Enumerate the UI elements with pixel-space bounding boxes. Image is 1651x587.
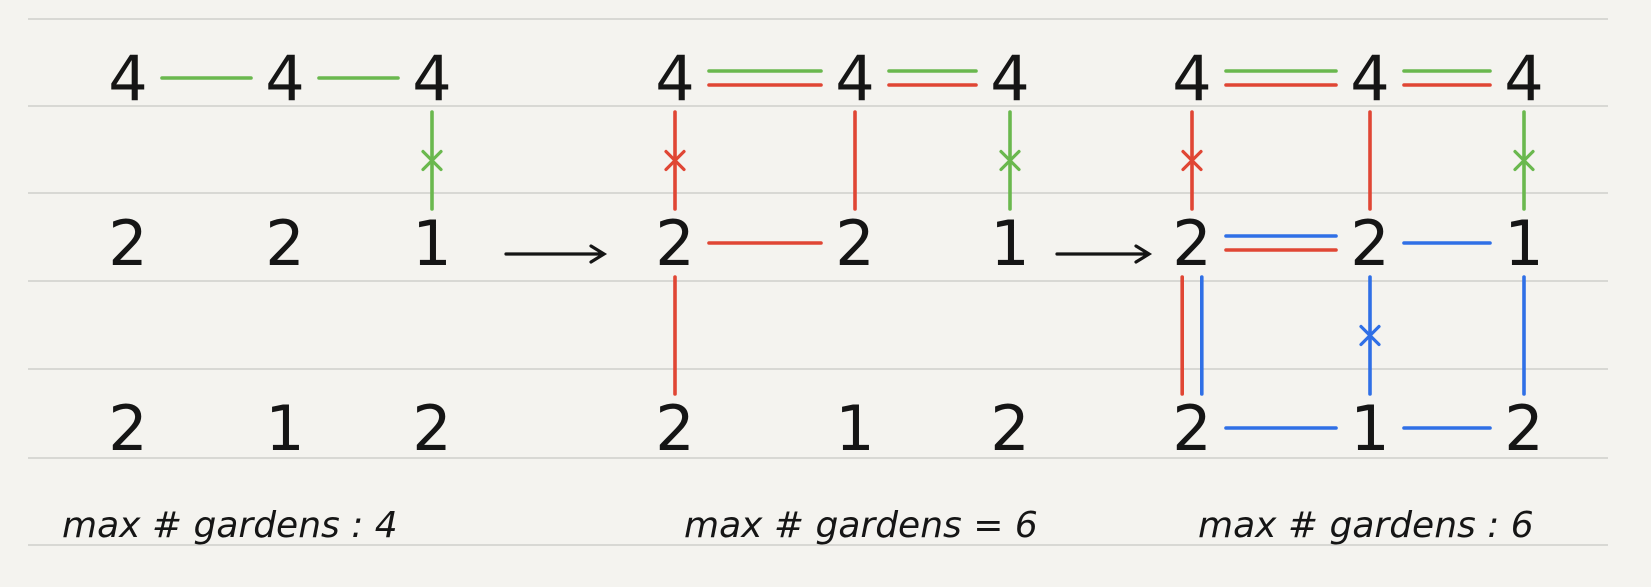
grid-number: 2: [1504, 392, 1543, 465]
arrow-1: [504, 244, 608, 264]
grid-number: 2: [655, 392, 694, 465]
grid-number: 2: [990, 392, 1029, 465]
grid-number: 4: [108, 42, 147, 115]
caption-panel-2: max # gardens = 6: [684, 505, 1038, 546]
caption-panel-1: max # gardens : 4: [62, 505, 398, 546]
grid-number: 2: [1350, 207, 1389, 280]
cross-mark-icon: [1181, 149, 1203, 172]
grid-number: 2: [265, 207, 304, 280]
cross-mark-icon: [999, 149, 1021, 172]
grid-number: 4: [412, 42, 451, 115]
grid-number: 4: [1172, 42, 1211, 115]
cross-mark-icon: [421, 149, 443, 172]
grid-number: 2: [1172, 207, 1211, 280]
grid-number: 2: [835, 207, 874, 280]
paper-rules: [28, 18, 1608, 546]
grid-number: 1: [1504, 207, 1543, 280]
grid-number: 4: [1350, 42, 1389, 115]
grid-number: 4: [265, 42, 304, 115]
grid-number: 1: [835, 392, 874, 465]
arrow-right-icon: [504, 244, 608, 264]
arrow-right-icon: [1055, 244, 1153, 264]
grid-number: 2: [412, 392, 451, 465]
edges-layer: [160, 69, 1535, 430]
cross-mark-icon: [1513, 149, 1535, 172]
grid-number: 1: [1350, 392, 1389, 465]
cross-mark-icon: [1359, 324, 1381, 347]
grid-number: 4: [990, 42, 1029, 115]
grid-number: 4: [835, 42, 874, 115]
caption-panel-3: max # gardens : 6: [1198, 505, 1534, 546]
grid-number: 2: [655, 207, 694, 280]
numbers-layer: 4 4 4 2 2 1 2 1 2 4 4 4 2 2 1 2 1 2 4 4 4 2 2 1 2 1 2: [108, 42, 1543, 465]
grid-number: 2: [1172, 392, 1211, 465]
grid-number: 2: [108, 392, 147, 465]
grid-number: 1: [990, 207, 1029, 280]
grid-number: 4: [1504, 42, 1543, 115]
grid-number: 1: [265, 392, 304, 465]
grid-number: 1: [412, 207, 451, 280]
grid-number: 4: [655, 42, 694, 115]
grid-number: 2: [108, 207, 147, 280]
arrow-2: [1055, 244, 1153, 264]
cross-mark-icon: [664, 149, 686, 172]
